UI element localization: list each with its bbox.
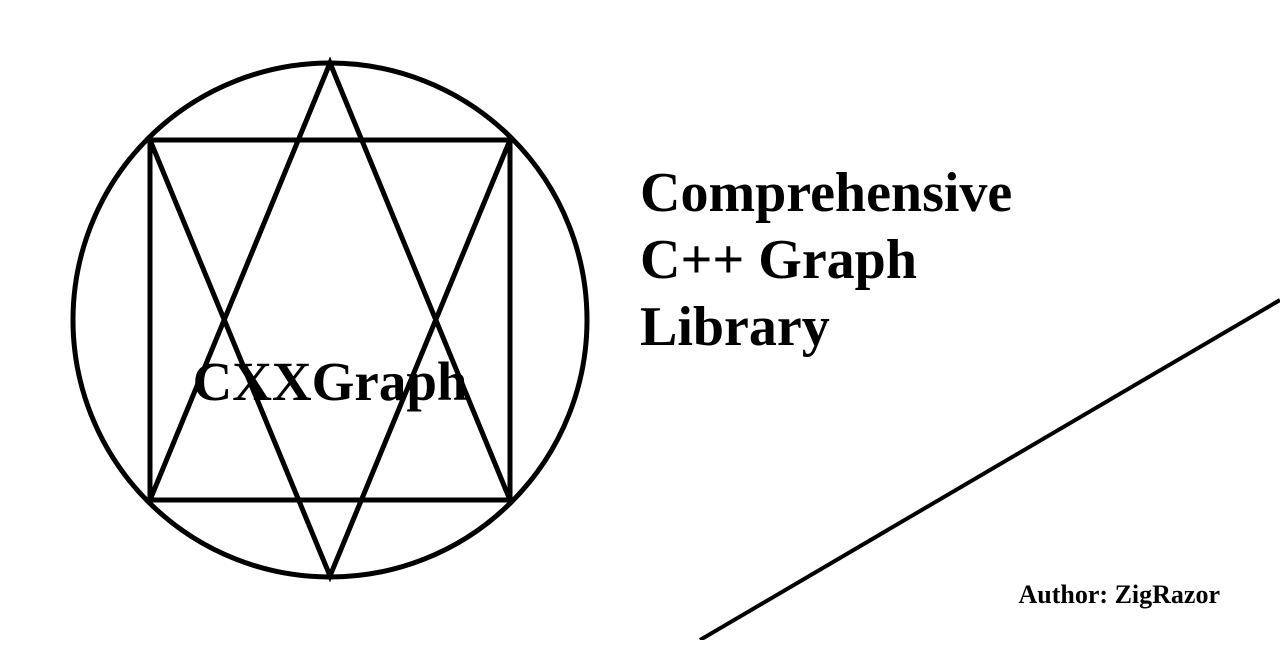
logo-triangle-up — [150, 63, 510, 500]
logo-text: CXXGraph — [192, 350, 467, 413]
headline-line-1: Comprehensive — [640, 160, 1012, 227]
logo-square — [150, 140, 510, 500]
headline: Comprehensive C++ Graph Library — [640, 160, 1012, 362]
author-label: Author: ZigRazor — [1019, 580, 1220, 610]
logo-container: CXXGraph — [70, 0, 590, 640]
headline-line-2: C++ Graph — [640, 227, 1012, 294]
logo-geometry-icon — [70, 0, 590, 640]
headline-line-3: Library — [640, 294, 1012, 361]
